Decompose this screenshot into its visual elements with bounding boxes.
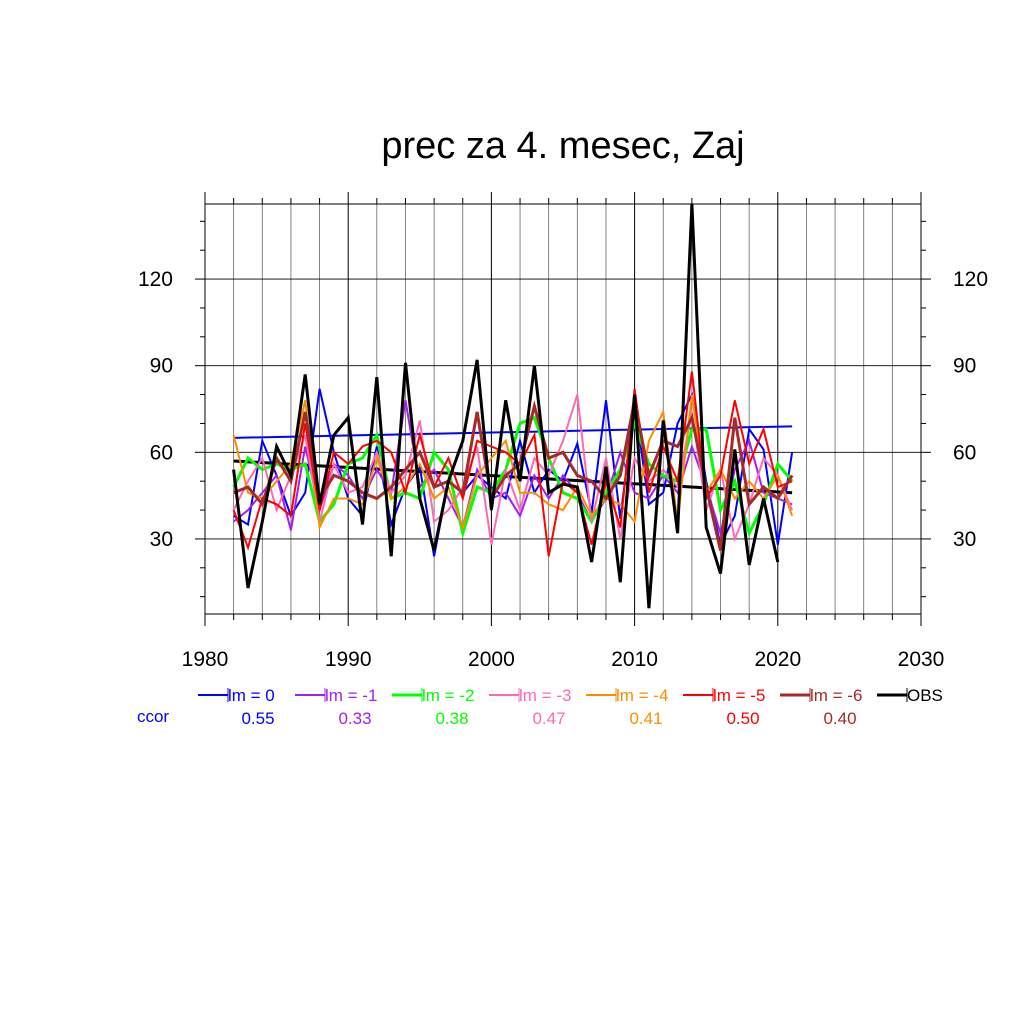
y-tick-label-left: 120 — [138, 268, 173, 291]
chart-title: prec za 4. mesec, Zaj — [381, 125, 744, 167]
legend-ccor-value: 0.50 — [726, 709, 759, 728]
legend-ccor-value: 0.33 — [338, 709, 371, 728]
legend-label: lm = -1 — [325, 686, 377, 705]
y-tick-label-right: 120 — [953, 268, 988, 291]
legend-ccor-value: 0.47 — [532, 709, 565, 728]
legend-label: lm = -4 — [616, 686, 668, 705]
series-line-lm-4 — [232, 394, 794, 531]
legend-label: lm = -5 — [713, 686, 765, 705]
x-tick-label: 2000 — [468, 648, 515, 671]
legend-ccor-value: 0.41 — [629, 709, 662, 728]
x-tick-label: 1990 — [325, 648, 372, 671]
y-tick-label-right: 60 — [953, 441, 976, 464]
series-line-lm-5 — [232, 371, 793, 557]
grid — [204, 204, 922, 614]
y-tick-label-left: 90 — [150, 355, 173, 378]
y-tick-label-right: 30 — [953, 528, 976, 551]
series-line-obs — [232, 203, 780, 609]
y-tick-label-left: 60 — [150, 441, 173, 464]
series-lines — [232, 203, 794, 609]
x-tick-label: 1980 — [182, 648, 229, 671]
ccor-label: ccor — [137, 707, 169, 726]
plot-frame — [204, 203, 922, 615]
legend-ccor-value: 0.38 — [435, 709, 468, 728]
legend-label: OBS — [907, 686, 943, 705]
legend-label: lm = -2 — [422, 686, 474, 705]
y-tick-label-left: 30 — [150, 528, 173, 551]
legend: ccor lm = 0 0.55 lm = -1 0.33 lm = -2 0.38 lm =… — [137, 686, 943, 728]
series-line-lm-6 — [233, 400, 794, 551]
axes: 1980 1990 2000 2010 2020 2030 30 30 60 60 90 90 120 1… — [138, 192, 988, 671]
legend-label: lm = 0 — [228, 686, 275, 705]
series-line-lm-3 — [232, 394, 794, 545]
legend-label: lm = -6 — [810, 686, 862, 705]
y-tick-label-right: 90 — [953, 355, 976, 378]
x-tick-label: 2020 — [754, 648, 801, 671]
legend-ccor-value: 0.40 — [823, 709, 856, 728]
x-tick-label: 2030 — [898, 648, 945, 671]
x-tick-label: 2010 — [611, 648, 658, 671]
legend-label: lm = -3 — [519, 686, 571, 705]
legend-ccor-value: 0.55 — [241, 709, 274, 728]
